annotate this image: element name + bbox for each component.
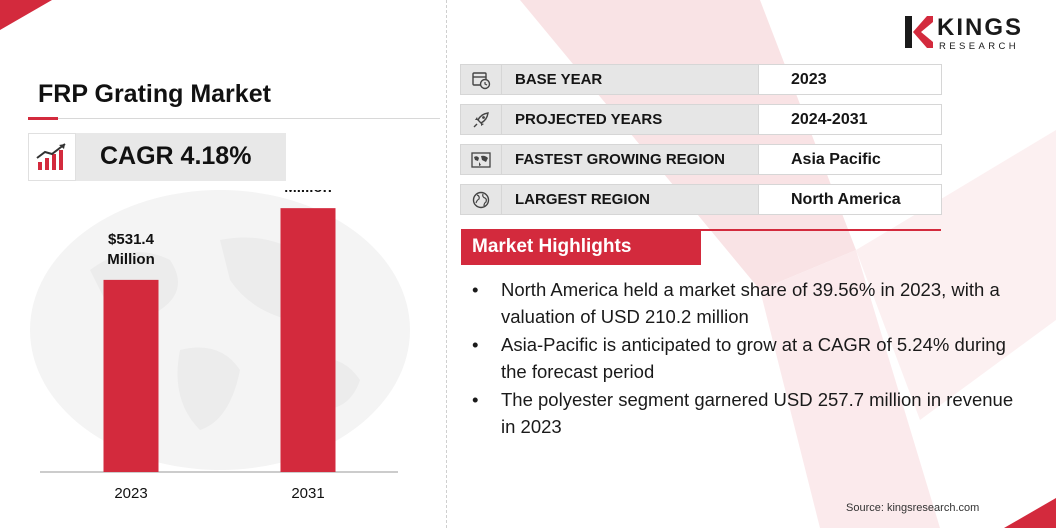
globe-icon (472, 191, 490, 208)
bullet-marker: • (472, 334, 479, 355)
highlight-text: North America held a market share of 39.… (501, 279, 1000, 327)
highlight-text: The polyester segment garnered USD 257.7… (501, 389, 1014, 437)
highlight-text: Asia-Pacific is anticipated to grow at a… (501, 334, 1006, 382)
bullet-marker: • (472, 389, 479, 410)
growth-chart-icon (36, 143, 66, 170)
info-value: 2023 (758, 64, 942, 95)
market-highlights-list: • North America held a market share of 3… (470, 277, 1030, 442)
data-label-2023-line-1: $531.4 (108, 231, 155, 248)
logo-subtitle: RESEARCH (939, 41, 1019, 52)
info-row-base-year: BASE YEAR 2023 (460, 64, 942, 95)
data-label-2023-line-2: Million (107, 251, 155, 268)
logo-k-mark (905, 16, 933, 48)
cagr-icon-frame (28, 133, 76, 181)
info-label: FASTEST GROWING REGION (502, 144, 758, 175)
market-info-table: BASE YEAR 2023 PROJECTED YEARS 2024-2031… (460, 64, 942, 224)
info-label: LARGEST REGION (502, 184, 758, 215)
world-map-icon (471, 151, 491, 168)
cagr-box: CAGR 4.18% (28, 133, 286, 181)
info-row-fastest-growing-region: FASTEST GROWING REGION Asia Pacific (460, 144, 942, 175)
title-underline (28, 117, 440, 120)
x-tick-label-2031: 2031 (291, 485, 324, 502)
highlight-item: • Asia-Pacific is anticipated to grow at… (470, 332, 1030, 385)
bullet-marker: • (472, 279, 479, 300)
info-value: Asia Pacific (758, 144, 942, 175)
data-label-2031-line-2: Million (284, 190, 332, 196)
panel-divider (446, 0, 447, 528)
bar-2023 (103, 279, 159, 472)
info-label: BASE YEAR (502, 64, 758, 95)
rocket-icon (473, 111, 489, 127)
page-title: FRP Grating Market (38, 80, 271, 108)
kings-research-logo: KINGS RESEARCH (903, 14, 1033, 54)
bar-2031 (280, 208, 336, 472)
corner-decoration-bottom-right (1004, 498, 1056, 528)
highlight-item: • North America held a market share of 3… (470, 277, 1030, 330)
cagr-value: CAGR 4.18% (100, 142, 252, 170)
market-highlights-rule (701, 229, 941, 231)
logo-wordmark: KINGS (937, 14, 1024, 41)
info-row-projected-years: PROJECTED YEARS 2024-2031 (460, 104, 942, 135)
info-value: North America (758, 184, 942, 215)
source-note: Source: kingsresearch.com (846, 502, 980, 514)
info-row-largest-region: LARGEST REGION North America (460, 184, 942, 215)
corner-decoration-top-left (0, 0, 52, 30)
info-value: 2024-2031 (758, 104, 942, 135)
highlight-item: • The polyester segment garnered USD 257… (470, 387, 1030, 440)
x-tick-label-2023: 2023 (114, 485, 147, 502)
calendar-clock-icon (472, 71, 491, 89)
market-highlights-header: Market Highlights (461, 229, 701, 265)
info-label: PROJECTED YEARS (502, 104, 758, 135)
